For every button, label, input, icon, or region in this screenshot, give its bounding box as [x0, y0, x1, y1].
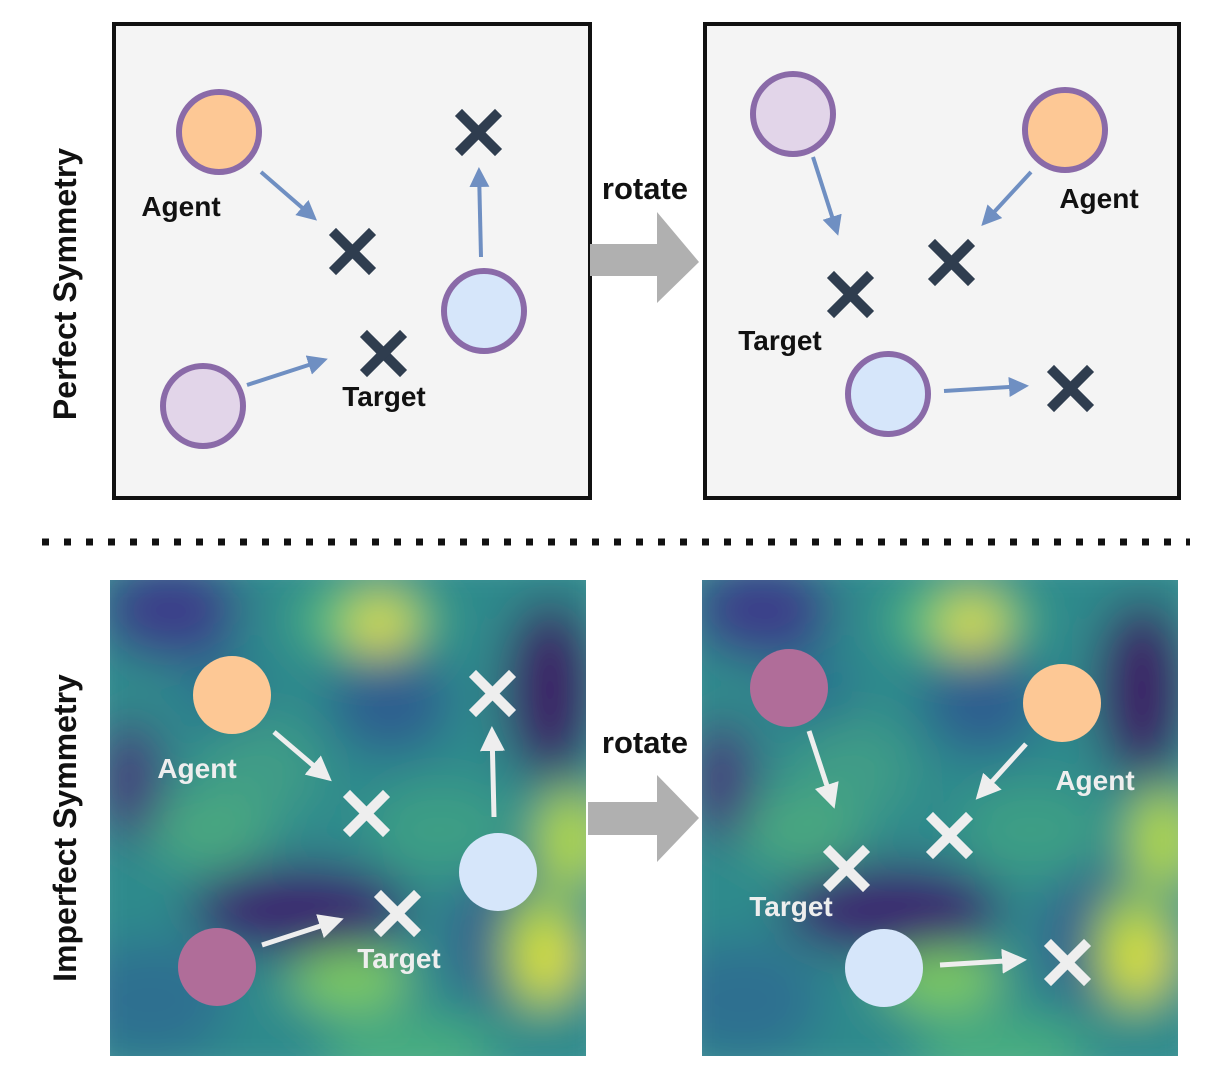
- target-x-mark: [925, 811, 974, 860]
- move-arrow: [469, 167, 490, 258]
- move-arrow: [939, 948, 1027, 974]
- heatmap-background: [702, 580, 1178, 1056]
- target-x-mark: [1046, 364, 1095, 413]
- agent-purple: [160, 363, 246, 449]
- agent-orange: [193, 656, 271, 734]
- panel-perfect-right: Agent Target: [703, 22, 1181, 500]
- agent-blue: [845, 929, 923, 1007]
- agent-purple: [750, 71, 836, 157]
- rotate-arrow-bottom: rotate: [588, 725, 699, 862]
- target-label: Target: [357, 943, 441, 974]
- target-x-mark: [359, 329, 408, 378]
- agent-label: Agent: [1059, 183, 1138, 214]
- panel-imperfect-left: Agent Target: [110, 580, 586, 1056]
- rotate-arrow-top: rotate: [590, 171, 699, 303]
- agent-label: Agent: [141, 191, 220, 222]
- agent-orange: [1022, 87, 1108, 173]
- rotate-label: rotate: [602, 725, 688, 760]
- agent-blue: [845, 351, 931, 437]
- target-x-mark: [826, 270, 875, 319]
- agent-label: Agent: [1055, 765, 1134, 796]
- move-arrow: [272, 730, 332, 782]
- move-arrow: [943, 377, 1029, 397]
- agent-blue: [459, 833, 537, 911]
- heatmap-background: [110, 580, 586, 1056]
- agent-magenta: [178, 928, 256, 1006]
- target-x-mark: [342, 789, 391, 838]
- target-x-mark: [328, 227, 377, 276]
- move-arrow: [246, 355, 328, 387]
- row-label-perfect-symmetry: Perfect Symmetry: [47, 148, 83, 420]
- move-arrow: [259, 170, 318, 221]
- target-x-mark: [1043, 938, 1092, 987]
- move-arrow: [261, 914, 344, 948]
- target-x-mark: [822, 844, 871, 893]
- target-x-mark: [454, 108, 503, 157]
- move-arrow: [479, 726, 505, 818]
- panel-perfect-left: Agent Target: [112, 22, 592, 500]
- agent-label: Agent: [157, 753, 236, 784]
- target-x-mark: [373, 889, 422, 938]
- target-x-mark: [927, 238, 976, 287]
- rotate-label: rotate: [602, 171, 688, 206]
- move-arrow: [806, 730, 839, 809]
- target-label: Target: [342, 381, 426, 412]
- agent-orange: [1023, 664, 1101, 742]
- agent-magenta: [750, 649, 828, 727]
- agent-orange: [176, 89, 262, 175]
- agent-blue: [441, 268, 527, 354]
- target-label: Target: [749, 891, 833, 922]
- move-arrow: [811, 156, 842, 236]
- panel-imperfect-right: Agent Target: [702, 580, 1178, 1056]
- target-label: Target: [738, 325, 822, 356]
- row-label-imperfect-symmetry: Imperfect Symmetry: [47, 674, 83, 982]
- target-x-mark: [468, 669, 517, 718]
- move-arrow: [981, 170, 1033, 226]
- move-arrow: [975, 742, 1028, 800]
